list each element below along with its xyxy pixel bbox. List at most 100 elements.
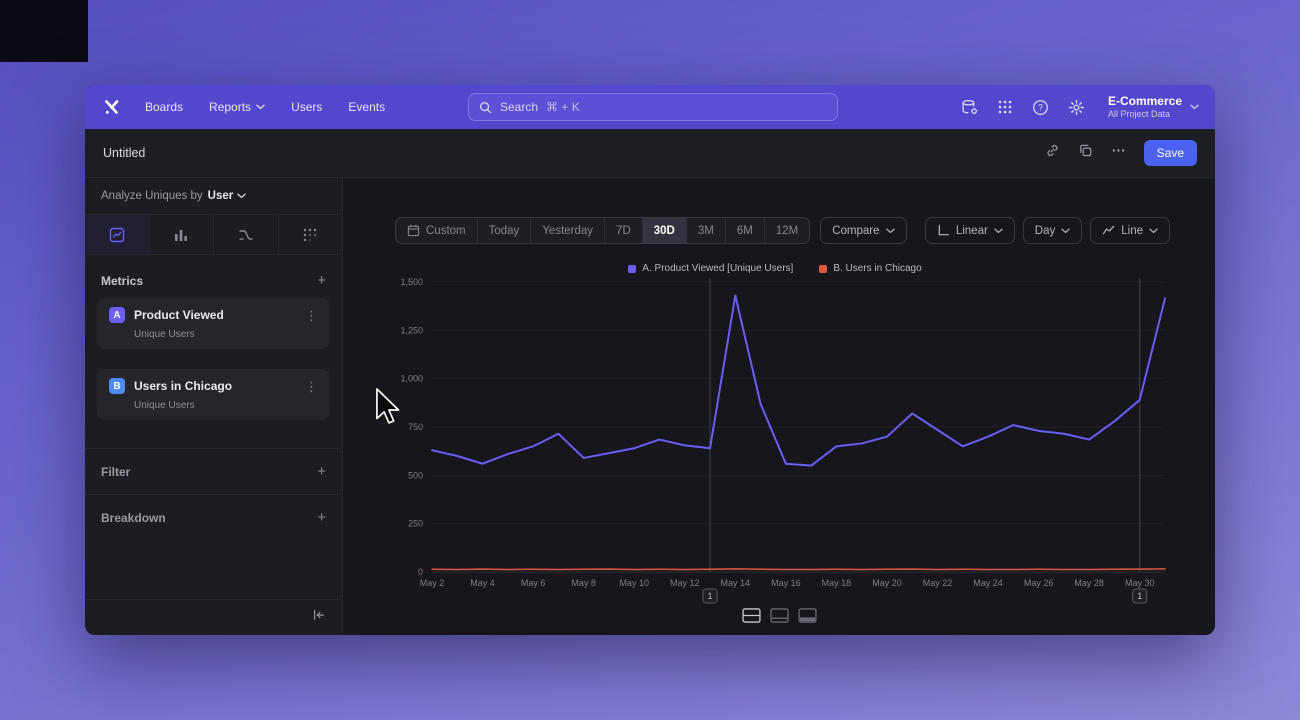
svg-text:May 20: May 20: [872, 578, 902, 588]
tab-bar-chart[interactable]: [150, 215, 214, 254]
compare-button[interactable]: Compare: [820, 217, 907, 244]
add-filter-button[interactable]: +: [317, 463, 326, 480]
range-30d[interactable]: 30D: [642, 218, 687, 243]
metric-subtitle: Unique Users: [134, 329, 195, 340]
project-switcher[interactable]: E-Commerce All Project Data: [1108, 94, 1199, 120]
legend-item-a[interactable]: A. Product Viewed [Unique Users]: [628, 263, 793, 274]
axis-icon: [938, 224, 950, 236]
range-6m[interactable]: 6M: [726, 218, 765, 243]
help-icon[interactable]: ?: [1032, 99, 1049, 116]
query-builder-sidebar: Analyze Uniques by User: [85, 178, 343, 635]
background-corner-block: [0, 0, 88, 62]
svg-text:May 2: May 2: [420, 578, 445, 588]
linear-scale-dropdown[interactable]: Linear: [924, 217, 1015, 244]
chevron-down-icon: [886, 228, 895, 234]
tab-flows[interactable]: [214, 215, 279, 254]
settings-gear-icon[interactable]: [1068, 99, 1085, 116]
analyze-row: Analyze Uniques by User: [85, 178, 342, 215]
interval-dropdown[interactable]: Day: [1022, 217, 1083, 244]
insights-line-chart-icon: [109, 227, 124, 242]
svg-text:May 8: May 8: [571, 578, 596, 588]
project-name: E-Commerce: [1107, 93, 1182, 108]
chart-panel: Custom Today Yesterday 7D 30D 3M 6M 12M …: [343, 178, 1215, 635]
top-navbar: Boards Reports Users Events Search ⌘ + K…: [85, 85, 1215, 129]
calendar-icon: [407, 224, 420, 237]
range-7d[interactable]: 7D: [605, 218, 643, 243]
mixpanel-logo[interactable]: [101, 96, 123, 118]
add-breakdown-button[interactable]: +: [317, 509, 326, 526]
data-management-icon[interactable]: [961, 99, 978, 116]
nav-item-reports[interactable]: Reports: [209, 100, 265, 114]
svg-text:May 14: May 14: [721, 578, 751, 588]
metrics-header: Metrics: [101, 273, 144, 288]
analyze-label: Analyze Uniques by: [101, 190, 203, 202]
metric-card-a[interactable]: A Product Viewed ⋮ Unique Users: [97, 298, 330, 349]
navbar-actions: ? E-Commerce All Project Data: [961, 94, 1199, 120]
collapse-sidebar-button[interactable]: [312, 608, 326, 627]
report-title: Untitled: [103, 146, 146, 160]
filter-section: Filter +: [85, 448, 342, 494]
chevron-down-icon: [256, 104, 265, 110]
svg-text:May 12: May 12: [670, 578, 700, 588]
metric-name: Product Viewed: [134, 308, 224, 322]
view-table-only-button[interactable]: [797, 608, 817, 623]
kebab-menu-icon[interactable]: ⋮: [305, 378, 318, 394]
copy-icon[interactable]: [1078, 143, 1093, 163]
nav-item-events[interactable]: Events: [348, 100, 386, 114]
svg-text:250: 250: [408, 519, 423, 529]
apps-grid-icon[interactable]: [997, 99, 1013, 115]
date-range-control: Custom Today Yesterday 7D 30D 3M 6M 12M: [395, 217, 811, 244]
nav-item-users[interactable]: Users: [291, 100, 323, 114]
chevron-down-icon: [1149, 228, 1158, 234]
chart-toolbar: Custom Today Yesterday 7D 30D 3M 6M 12M …: [395, 217, 1170, 244]
project-subtitle: All Project Data: [1107, 108, 1170, 119]
flows-icon: [239, 229, 253, 240]
save-button[interactable]: Save: [1143, 140, 1197, 166]
svg-text:May 6: May 6: [521, 578, 546, 588]
range-3m[interactable]: 3M: [687, 218, 726, 243]
link-icon[interactable]: [1045, 143, 1060, 163]
range-12m[interactable]: 12M: [775, 224, 799, 237]
range-yesterday[interactable]: Yesterday: [531, 218, 606, 243]
search-input[interactable]: Search ⌘ + K: [468, 93, 838, 121]
range-custom[interactable]: Custom: [396, 218, 478, 243]
svg-text:1,250: 1,250: [400, 325, 423, 335]
retention-dots-icon: [304, 228, 317, 241]
svg-text:May 26: May 26: [1024, 578, 1054, 588]
add-metric-button[interactable]: +: [317, 272, 326, 289]
legend-item-b[interactable]: B. Users in Chicago: [819, 263, 922, 274]
svg-text:500: 500: [408, 470, 423, 480]
svg-text:May 28: May 28: [1074, 578, 1104, 588]
view-chart-only-button[interactable]: [769, 608, 789, 623]
line-chart-icon: [1103, 225, 1115, 235]
tab-retention[interactable]: [279, 215, 343, 254]
svg-text:May 22: May 22: [923, 578, 953, 588]
sidebar-footer: [85, 599, 342, 635]
search-label: Search: [500, 100, 539, 114]
line-chart[interactable]: 0 250 500 750 1,000 1,250 1,500 1 1 May 2 May 4 May…: [375, 275, 1175, 620]
svg-text:May 10: May 10: [619, 578, 649, 588]
breakdown-section: Breakdown +: [85, 494, 342, 540]
report-titlebar: Untitled Save: [85, 129, 1215, 178]
app-window: Boards Reports Users Events Search ⌘ + K…: [85, 85, 1215, 635]
chevron-down-icon: [237, 193, 246, 199]
chart-style-dropdown[interactable]: Line: [1090, 217, 1170, 244]
kebab-menu-icon[interactable]: ⋮: [305, 307, 318, 323]
metric-card-b[interactable]: B Users in Chicago ⋮ Unique Users: [97, 369, 330, 420]
analyze-unit-dropdown[interactable]: User: [208, 190, 247, 202]
search-shortcut: ⌘ + K: [546, 100, 580, 114]
chart-type-tabs: [85, 215, 342, 255]
view-chart-and-table-button[interactable]: [741, 608, 761, 623]
svg-text:750: 750: [408, 422, 423, 432]
view-toggles: [343, 608, 1215, 623]
svg-text:May 18: May 18: [822, 578, 852, 588]
nav-item-boards[interactable]: Boards: [145, 100, 184, 114]
svg-text:May 24: May 24: [973, 578, 1003, 588]
more-options-icon[interactable]: [1111, 143, 1126, 163]
chevron-down-icon: [1190, 104, 1199, 110]
metric-subtitle: Unique Users: [134, 400, 195, 411]
bar-chart-icon: [175, 229, 188, 241]
tab-insights[interactable]: [85, 215, 150, 254]
svg-text:May 30: May 30: [1125, 578, 1155, 588]
range-today[interactable]: Today: [478, 218, 532, 243]
